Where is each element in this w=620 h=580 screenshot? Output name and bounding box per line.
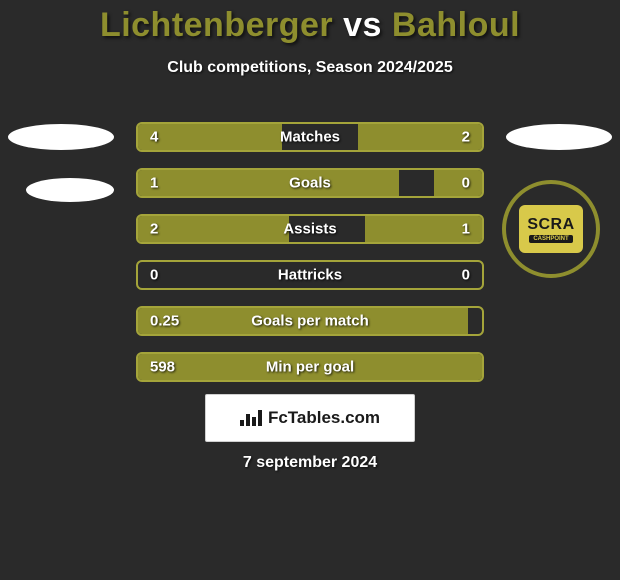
club-badge-inner: SCRA CASHPOINT: [519, 205, 583, 253]
stat-label: Goals: [289, 175, 331, 192]
branding-bar: FcTables.com: [205, 394, 415, 442]
date-label: 7 september 2024: [0, 454, 620, 472]
stat-value-left: 0.25: [150, 313, 179, 330]
stat-label: Matches: [280, 129, 340, 146]
vs-text: vs: [343, 6, 382, 44]
stat-row: 598 Min per goal: [136, 352, 484, 382]
stat-row: 4 2 Matches: [136, 122, 484, 152]
stat-value-left: 2: [150, 221, 158, 238]
subtitle: Club competitions, Season 2024/2025: [0, 59, 620, 77]
stat-fill-left: [138, 216, 289, 242]
stat-value-right: 0: [462, 267, 470, 284]
player2-avatar-placeholder: [506, 124, 612, 150]
player2-name: Bahloul: [392, 6, 520, 44]
stat-value-left: 1: [150, 175, 158, 192]
comparison-card: Lichtenberger vs Bahloul Club competitio…: [0, 0, 620, 580]
player1-avatar-placeholder: [8, 124, 114, 150]
stat-value-right: 0: [462, 175, 470, 192]
stat-label: Hattricks: [278, 267, 342, 284]
stat-fill-right: [434, 170, 482, 196]
stat-label: Min per goal: [266, 359, 354, 376]
stats-panel: 4 2 Matches 1 0 Goals 2 1 Assists 0 0 Hattricks 0.25…: [136, 122, 484, 398]
stat-value-left: 598: [150, 359, 175, 376]
stat-label: Goals per match: [251, 313, 369, 330]
stat-value-left: 4: [150, 129, 158, 146]
stat-row: 2 1 Assists: [136, 214, 484, 244]
stat-fill-left: [138, 124, 282, 150]
club-badge: SCRA CASHPOINT: [502, 180, 600, 278]
branding-text: FcTables.com: [268, 408, 380, 428]
stat-label: Assists: [283, 221, 336, 238]
stat-fill-left: [138, 170, 399, 196]
stat-row: 0 0 Hattricks: [136, 260, 484, 290]
stat-row: 0.25 Goals per match: [136, 306, 484, 336]
stat-value-right: 1: [462, 221, 470, 238]
stat-row: 1 0 Goals: [136, 168, 484, 198]
player1-avatar-placeholder-2: [26, 178, 114, 202]
club-badge-text: SCRA: [527, 216, 574, 234]
stat-value-right: 2: [462, 129, 470, 146]
player1-name: Lichtenberger: [100, 6, 333, 44]
stat-value-left: 0: [150, 267, 158, 284]
bar-chart-icon: [240, 410, 262, 426]
club-badge-sub: CASHPOINT: [529, 235, 572, 243]
page-title: Lichtenberger vs Bahloul: [0, 0, 620, 45]
